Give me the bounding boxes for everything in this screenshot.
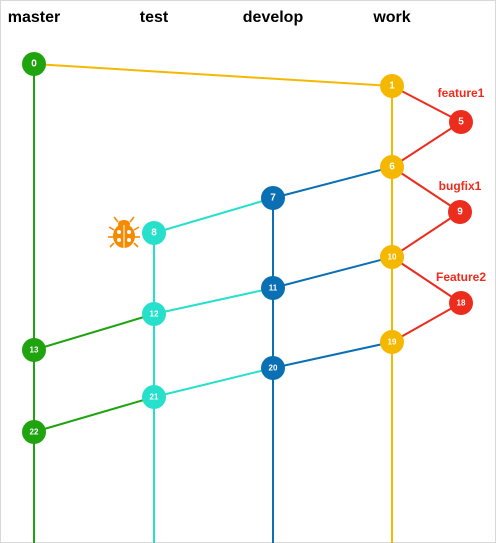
link-5-6 <box>391 121 462 168</box>
commit-label: 11 <box>269 284 278 293</box>
commit-label: 5 <box>458 117 464 128</box>
commit-node-7[interactable]: 7 <box>261 186 285 210</box>
commit-label: 21 <box>150 393 159 402</box>
commit-label: 1 <box>389 81 395 92</box>
commit-label: 12 <box>150 310 159 319</box>
commit-label: 13 <box>30 346 39 355</box>
link-18-19 <box>391 302 462 343</box>
commit-circle[interactable] <box>380 330 404 354</box>
commit-circle[interactable] <box>261 356 285 380</box>
link-9-10 <box>391 211 461 258</box>
lane-title-master: master <box>8 9 60 26</box>
commit-circle[interactable] <box>22 338 46 362</box>
commit-label: 19 <box>388 338 397 347</box>
commit-circle[interactable] <box>380 245 404 269</box>
commit-node-18[interactable]: 18 <box>449 291 473 315</box>
lane-title-develop: develop <box>243 9 304 26</box>
lane-title-test: test <box>140 9 169 26</box>
commit-node-21[interactable]: 21 <box>142 385 166 409</box>
commit-node-11[interactable]: 11 <box>261 276 285 300</box>
commit-circle[interactable] <box>380 155 404 179</box>
commit-circle[interactable] <box>22 420 46 444</box>
link-6-9 <box>391 166 461 213</box>
lane-lines <box>33 64 393 543</box>
link-10-18 <box>391 256 462 304</box>
commit-circle[interactable] <box>142 302 166 326</box>
commit-node-22[interactable]: 22 <box>22 420 46 444</box>
commit-node-19[interactable]: 19 <box>380 330 404 354</box>
commit-circle[interactable] <box>448 200 472 224</box>
commit-node-0[interactable]: 0 <box>22 52 46 76</box>
commit-node-8[interactable]: 8 <box>142 221 166 245</box>
link-7-8 <box>153 197 274 234</box>
branch-tag-feature1: feature1 <box>438 86 485 100</box>
commit-circle[interactable] <box>22 52 46 76</box>
commit-circle[interactable] <box>380 74 404 98</box>
commit-label: 20 <box>269 364 278 373</box>
commit-node-20[interactable]: 20 <box>261 356 285 380</box>
commit-label: 7 <box>270 193 276 204</box>
link-20-21 <box>153 367 274 398</box>
commit-label: 10 <box>388 253 397 262</box>
ladybug-icon <box>108 216 140 248</box>
commit-circle[interactable] <box>261 276 285 300</box>
branch-tag-bugfix1: bugfix1 <box>439 179 482 193</box>
commit-node-1[interactable]: 1 <box>380 74 404 98</box>
branch-tag-feature2: Feature2 <box>436 270 486 284</box>
link-1-5 <box>391 85 462 123</box>
lane-title-work: work <box>372 9 410 26</box>
link-19-20 <box>272 341 393 369</box>
commit-links <box>33 63 462 433</box>
link-0-1 <box>33 63 393 87</box>
commit-circle[interactable] <box>142 385 166 409</box>
commit-circle[interactable] <box>449 291 473 315</box>
commit-label: 8 <box>151 228 157 239</box>
commit-label: 22 <box>30 428 39 437</box>
commit-label: 0 <box>31 59 37 70</box>
link-6-7 <box>272 166 393 199</box>
commit-nodes: 0 1 5 6 7 8 9 10 11 12 13 18 19 20 21 22 <box>22 52 473 444</box>
commit-node-12[interactable]: 12 <box>142 302 166 326</box>
commit-circle[interactable] <box>142 221 166 245</box>
commit-label: 18 <box>457 299 466 308</box>
link-21-22 <box>33 396 155 433</box>
commit-node-13[interactable]: 13 <box>22 338 46 362</box>
commit-circle[interactable] <box>261 186 285 210</box>
commit-node-5[interactable]: 5 <box>449 110 473 134</box>
commit-circle[interactable] <box>449 110 473 134</box>
link-12-13 <box>33 313 155 351</box>
commit-node-9[interactable]: 9 <box>448 200 472 224</box>
commit-label: 9 <box>457 207 463 218</box>
commit-label: 6 <box>389 162 395 173</box>
link-10-11 <box>272 256 393 289</box>
link-11-12 <box>153 287 274 315</box>
commit-node-6[interactable]: 6 <box>380 155 404 179</box>
commit-node-10[interactable]: 10 <box>380 245 404 269</box>
